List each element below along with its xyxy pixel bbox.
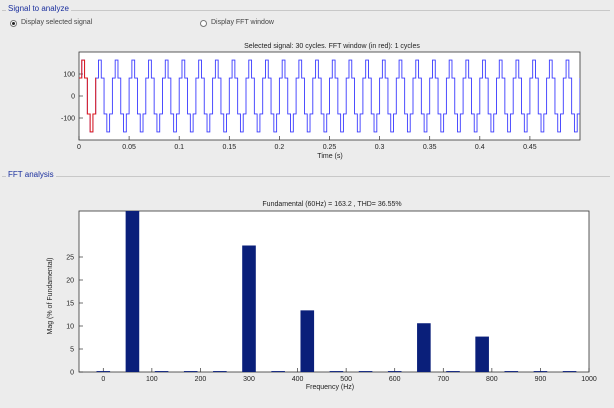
fft-bar (446, 371, 460, 372)
fft-bar (213, 371, 227, 372)
fft-ylabel: Mag (% of Fundamental) (47, 257, 54, 334)
fft-axes (78, 210, 590, 373)
fft-bar (154, 371, 169, 372)
fft-xtick-label: 900 (535, 376, 547, 383)
fft-bar (562, 371, 577, 372)
signal-ytick-label: -100 (61, 116, 75, 123)
fft-xtick-label: 500 (340, 376, 352, 383)
signal-panel-title: Signal to analyze (6, 4, 71, 14)
fft-ytick-label: 0 (70, 370, 74, 377)
fft-bar (96, 371, 111, 372)
fft-bar (417, 323, 431, 372)
fft-ytick-label: 25 (66, 255, 74, 262)
fft-plot-title: Fundamental (60Hz) = 163.2 , THD= 36.55% (262, 201, 401, 208)
fft-xtick-label: 200 (195, 376, 207, 383)
fft-xtick-label: 400 (292, 376, 304, 383)
radio-unselected-indicator[interactable] (200, 19, 207, 27)
fft-bar (242, 245, 256, 372)
signal-ytick-label: 0 (71, 94, 75, 101)
signal-xtick-label: 0.1 (174, 144, 184, 151)
fft-xlabel: Frequency (Hz) (306, 384, 354, 391)
radio-display-fft-window-label: Display FFT window (211, 19, 274, 26)
fft-ytick-label: 10 (66, 324, 74, 331)
fft-bar (475, 336, 489, 372)
fft-bar (329, 371, 344, 372)
fft-bar (183, 371, 198, 372)
signal-waveform-line (79, 59, 580, 133)
signal-panel-frame (2, 10, 610, 11)
fft-xtick-label: 0 (101, 376, 105, 383)
fft-panel-title: FFT analysis (6, 170, 56, 180)
fft-bar (533, 371, 548, 372)
signal-xtick-label: 0.35 (423, 144, 437, 151)
signal-xtick-label: 0 (77, 144, 81, 151)
fft-xtick-label: 300 (243, 376, 255, 383)
signal-plot: Selected signal: 30 cycles. FFT window (… (61, 43, 581, 160)
radio-display-selected-signal-label: Display selected signal (21, 19, 93, 26)
fft-bar (358, 371, 373, 372)
signal-xtick-label: 0.45 (523, 144, 537, 151)
radio-display-fft-window[interactable]: Display FFT window (200, 18, 274, 28)
fft-bar (125, 211, 140, 372)
radio-selected-indicator[interactable] (10, 19, 17, 27)
signal-ytick-label: 100 (63, 72, 75, 79)
fft-bar (504, 371, 519, 372)
fft-panel-frame (2, 176, 610, 177)
fft-bar (387, 371, 402, 372)
fft-xtick-label: 700 (437, 376, 449, 383)
fft-ytick-label: 5 (70, 347, 74, 354)
fft-xtick-label: 600 (389, 376, 401, 383)
fft-ytick-label: 15 (66, 301, 74, 308)
signal-xtick-label: 0.4 (475, 144, 485, 151)
signal-plot-title: Selected signal: 30 cycles. FFT window (… (244, 43, 420, 50)
fft-window-line (79, 59, 97, 133)
signal-xlabel: Time (s) (317, 153, 342, 160)
signal-xtick-label: 0.3 (375, 144, 385, 151)
fft-plot: Fundamental (60Hz) = 163.2 , THD= 36.55%… (47, 201, 597, 391)
signal-xtick-label: 0.05 (122, 144, 136, 151)
fft-bar (300, 310, 315, 372)
fft-bar (271, 371, 285, 372)
signal-xtick-label: 0.25 (323, 144, 337, 151)
fft-xtick-label: 100 (146, 376, 158, 383)
signal-xtick-label: 0.2 (275, 144, 285, 151)
radio-display-selected-signal[interactable]: Display selected signal (10, 18, 92, 28)
fft-xtick-label: 1000 (581, 376, 597, 383)
fft-xtick-label: 800 (486, 376, 498, 383)
signal-xtick-label: 0.15 (222, 144, 236, 151)
fft-ytick-label: 20 (66, 278, 74, 285)
